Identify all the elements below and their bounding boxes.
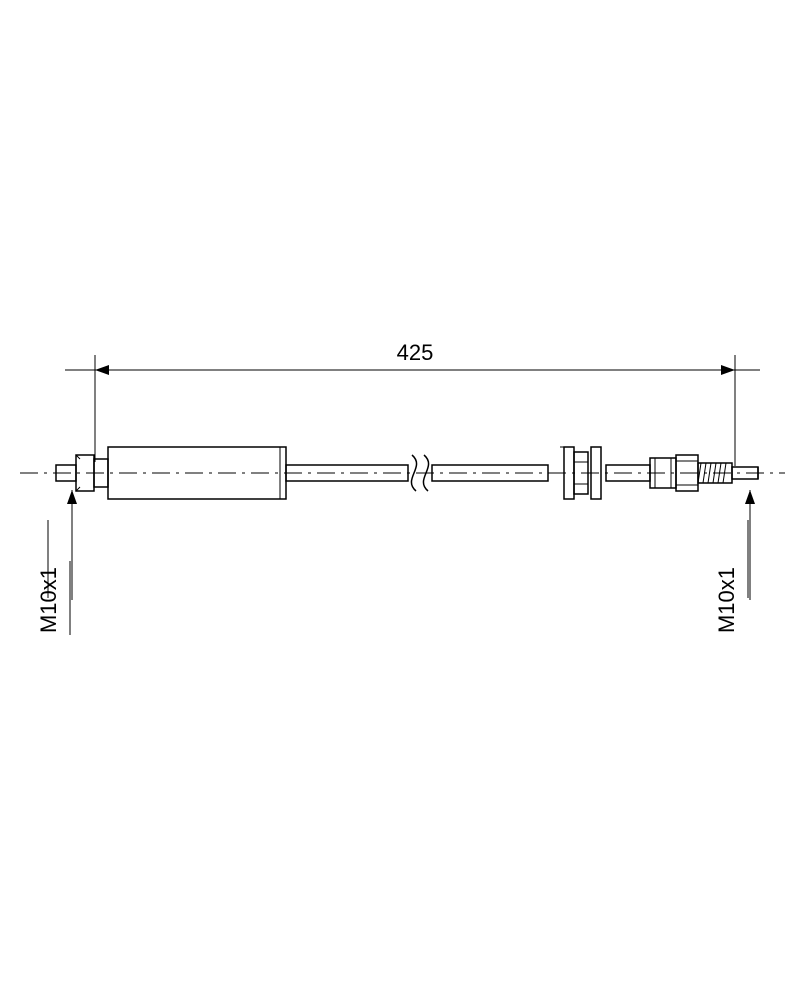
svg-text:425: 425 bbox=[397, 340, 434, 365]
svg-text:M10x1: M10x1 bbox=[714, 567, 739, 633]
